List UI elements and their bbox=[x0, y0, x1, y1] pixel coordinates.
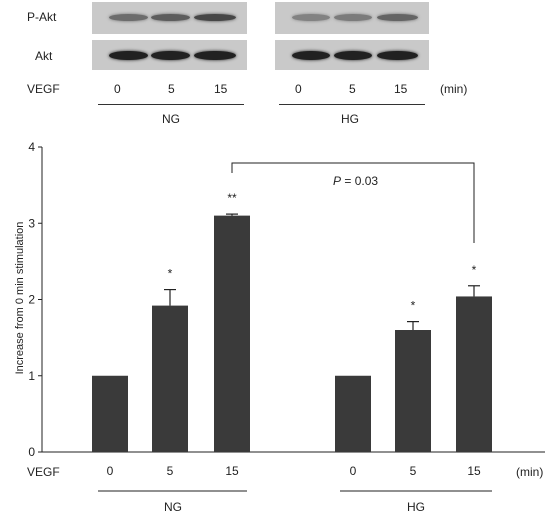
blot-band bbox=[333, 13, 373, 21]
x-unit-label: (min) bbox=[516, 465, 544, 479]
y-tick-label: 2 bbox=[28, 293, 35, 307]
blot-time-ng-5: 5 bbox=[168, 82, 175, 96]
blot-band bbox=[376, 50, 419, 61]
bar bbox=[335, 375, 371, 452]
pakt-blot-hg bbox=[275, 2, 429, 34]
blot-group-line-ng bbox=[98, 104, 244, 105]
x-tick-label: 15 bbox=[225, 464, 239, 478]
group-label-hg: HG bbox=[407, 500, 425, 514]
akt-row-label: Akt bbox=[35, 49, 53, 63]
x-tick-label: 15 bbox=[467, 464, 481, 478]
significance-marker: * bbox=[168, 267, 173, 281]
x-prefix-label: VEGF bbox=[27, 465, 60, 479]
blot-band bbox=[333, 50, 373, 61]
bar bbox=[214, 215, 250, 452]
significance-marker: * bbox=[472, 263, 477, 277]
significance-marker: ** bbox=[227, 191, 237, 205]
blot-band bbox=[194, 50, 237, 61]
blot-unit: (min) bbox=[440, 82, 468, 96]
p-value-rest: = 0.03 bbox=[341, 174, 379, 188]
akt-blot-hg bbox=[275, 40, 429, 70]
x-tick-label: 5 bbox=[410, 464, 417, 478]
blot-group-line-hg bbox=[279, 104, 425, 105]
blot-band bbox=[194, 13, 237, 21]
significance-marker: * bbox=[411, 299, 416, 313]
y-tick-label: 0 bbox=[28, 445, 35, 459]
bar bbox=[152, 305, 188, 452]
blot-band bbox=[291, 13, 331, 21]
blot-band bbox=[150, 13, 190, 21]
p-value-annotation: P = 0.03 bbox=[333, 174, 378, 188]
bar bbox=[92, 375, 128, 452]
y-tick-label: 1 bbox=[28, 369, 35, 383]
blot-time-ng-15: 15 bbox=[214, 82, 228, 96]
y-axis-label: Increase from 0 min stimulation bbox=[14, 221, 26, 375]
y-tick-label: 3 bbox=[28, 216, 35, 230]
pakt-blot-ng bbox=[92, 2, 247, 34]
blot-time-hg-15: 15 bbox=[394, 82, 408, 96]
x-tick-label: 0 bbox=[107, 464, 114, 478]
blot-band bbox=[109, 50, 148, 61]
blot-band bbox=[291, 50, 331, 61]
blot-band bbox=[376, 13, 419, 21]
pakt-row-label: P-Akt bbox=[27, 10, 57, 24]
blot-time-ng-0: 0 bbox=[114, 82, 121, 96]
x-tick-label: 5 bbox=[167, 464, 174, 478]
akt-blot-ng bbox=[92, 40, 247, 70]
group-label-ng: NG bbox=[164, 500, 182, 514]
bar bbox=[456, 296, 492, 452]
p-value-italic: P bbox=[333, 174, 342, 188]
blot-band bbox=[109, 13, 148, 21]
blot-group-hg: HG bbox=[341, 112, 359, 126]
blot-group-ng: NG bbox=[162, 112, 180, 126]
y-tick-label: 4 bbox=[28, 140, 35, 154]
bar bbox=[395, 330, 431, 452]
comparison-bracket bbox=[231, 162, 475, 243]
blot-time-hg-0: 0 bbox=[295, 82, 302, 96]
blot-time-hg-5: 5 bbox=[349, 82, 356, 96]
blot-vegf-label: VEGF bbox=[27, 82, 60, 96]
blot-band bbox=[150, 50, 190, 61]
x-tick-label: 0 bbox=[350, 464, 357, 478]
